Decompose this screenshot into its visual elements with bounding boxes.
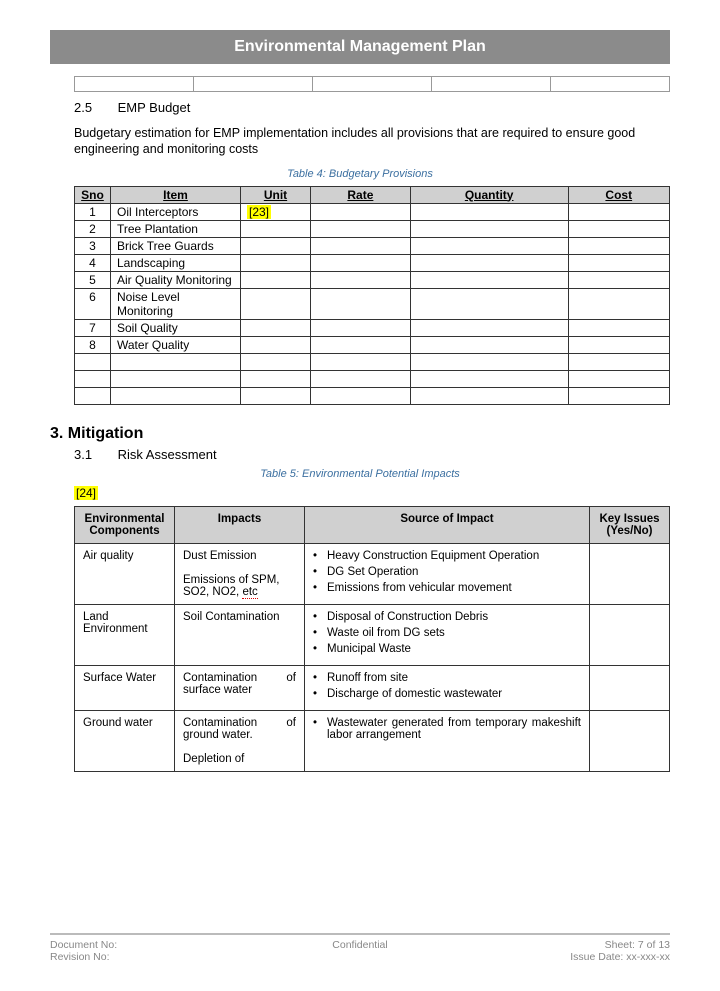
table-row: Air quality Dust Emission Emissions of S… (75, 543, 670, 604)
heading-3: 3. Mitigation (50, 425, 670, 443)
th-item: Item (111, 186, 241, 203)
th-keyissues: Key Issues (Yes/No) (590, 506, 670, 543)
table-row: 7Soil Quality (75, 319, 670, 336)
page-footer: Document No: Confidential Sheet: 7 of 13… (50, 933, 670, 963)
table-row: 3Brick Tree Guards (75, 237, 670, 254)
list-item: Discharge of domestic wastewater (313, 688, 581, 700)
th-qty: Quantity (410, 186, 568, 203)
table-row: 8Water Quality (75, 336, 670, 353)
table-row: Ground water Contamination of ground wat… (75, 710, 670, 771)
table-row (75, 353, 670, 370)
th-rate: Rate (311, 186, 411, 203)
table-row: 1Oil Interceptors[23] (75, 203, 670, 220)
table-row: Land Environment Soil Contamination Disp… (75, 604, 670, 665)
section-number-31: 3.1 (74, 447, 114, 462)
footer-confidential: Confidential (200, 939, 520, 951)
footer-doc-no: Document No: (50, 939, 200, 951)
list-item: Runoff from site (313, 672, 581, 684)
doc-title: Environmental Management Plan (50, 30, 670, 64)
footer-issue-date: Issue Date: xx-xxx-xx (520, 951, 670, 963)
table-row: 6Noise Level Monitoring (75, 288, 670, 319)
list-item: Municipal Waste (313, 643, 581, 655)
section-heading: EMP Budget (118, 100, 191, 115)
table-row: 5Air Quality Monitoring (75, 271, 670, 288)
list-item: Heavy Construction Equipment Operation (313, 550, 581, 562)
heading-3-1: 3.1 Risk Assessment (74, 447, 670, 462)
paragraph-budget: Budgetary estimation for EMP implementat… (74, 125, 670, 158)
list-item: Waste oil from DG sets (313, 627, 581, 639)
list-item: Wastewater generated from temporary make… (313, 717, 581, 741)
list-item: DG Set Operation (313, 566, 581, 578)
list-item: Emissions from vehicular movement (313, 582, 581, 594)
list-item: Disposal of Construction Debris (313, 611, 581, 623)
th-unit: Unit (241, 186, 311, 203)
th-sno: Sno (75, 186, 111, 203)
table4-budget: Sno Item Unit Rate Quantity Cost 1Oil In… (74, 186, 670, 405)
header-thin-row (74, 76, 670, 92)
table-row (75, 387, 670, 404)
section-heading-31: Risk Assessment (118, 447, 217, 462)
table5-caption: Table 5: Environmental Potential Impacts (50, 468, 670, 480)
section-number: 2.5 (74, 100, 114, 115)
heading-2-5: 2.5 EMP Budget (74, 100, 670, 115)
table-row: Surface Water Contamination of surface w… (75, 665, 670, 710)
table-row: 2Tree Plantation (75, 220, 670, 237)
th-source: Source of Impact (305, 506, 590, 543)
annotation-24: [24] (74, 486, 670, 500)
table4-caption: Table 4: Budgetary Provisions (50, 168, 670, 180)
th-cost: Cost (568, 186, 669, 203)
th-components: Environmental Components (75, 506, 175, 543)
th-impacts: Impacts (175, 506, 305, 543)
table-row: 4Landscaping (75, 254, 670, 271)
footer-sheet: Sheet: 7 of 13 (520, 939, 670, 951)
table-row (75, 370, 670, 387)
footer-rev-no: Revision No: (50, 951, 200, 963)
table5-impacts: Environmental Components Impacts Source … (74, 506, 670, 772)
